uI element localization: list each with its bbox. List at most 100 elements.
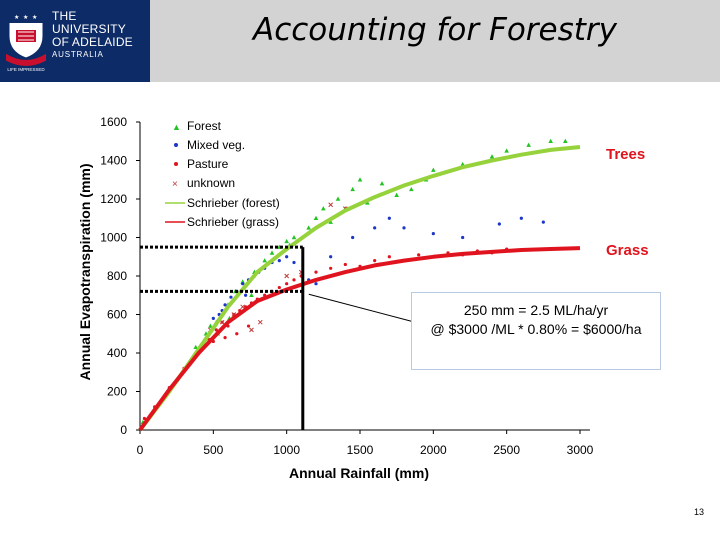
point-pasture — [214, 328, 218, 332]
point-forest — [394, 192, 399, 197]
point-forest — [193, 344, 199, 350]
point-forest — [379, 181, 385, 186]
point-pasture — [373, 259, 377, 263]
point-mixed-veg — [241, 282, 245, 286]
point-mixed-veg — [277, 259, 281, 263]
y-tick-label: 0 — [120, 423, 127, 437]
point-forest — [409, 186, 414, 192]
point-unknown — [249, 327, 254, 333]
x-tick-label: 3000 — [567, 443, 594, 457]
point-mixed-veg — [292, 260, 296, 265]
point-mixed-veg — [314, 282, 318, 286]
point-forest — [208, 323, 213, 328]
x-tick-label: 0 — [137, 443, 144, 457]
legend-grass-curve: Schrieber (grass) — [187, 215, 279, 229]
point-unknown — [219, 319, 225, 325]
point-mixed-veg — [329, 255, 333, 259]
y-tick-label: 800 — [107, 269, 127, 283]
point-forest — [240, 279, 245, 284]
x-tick-label: 1000 — [273, 443, 300, 457]
legend-marker-unknown: × — [172, 179, 178, 190]
curve-schrieber-forest — [138, 145, 581, 432]
svg-text:★: ★ — [23, 14, 28, 21]
point-forest — [504, 148, 509, 153]
trees-label: Trees — [606, 146, 646, 163]
y-tick-label: 1600 — [100, 115, 127, 129]
point-pasture — [246, 324, 251, 328]
legend: ▲ Forest Mixed veg. Pasture × unknown Sc… — [165, 119, 280, 229]
point-pasture — [235, 332, 239, 336]
point-mixed-veg — [373, 226, 377, 230]
point-forest — [321, 206, 326, 211]
point-mixed-veg — [431, 232, 435, 236]
point-mixed-veg — [402, 226, 406, 230]
point-forest — [526, 142, 531, 147]
point-unknown — [328, 202, 334, 208]
point-forest — [350, 186, 355, 192]
university-name: THE UNIVERSITY OF ADELAIDE AUSTRALIA — [52, 10, 150, 61]
point-forest — [489, 154, 495, 159]
point-mixed-veg — [541, 220, 545, 224]
point-forest — [357, 177, 363, 182]
point-mixed-veg — [229, 295, 233, 299]
callout-line1: 250 mm = 2.5 ML/ha/yr — [463, 302, 609, 318]
point-pasture — [285, 282, 289, 286]
seal-motto: LIFE IMPRESSED — [7, 67, 45, 72]
point-forest — [262, 258, 267, 263]
callout-pointer — [308, 293, 419, 324]
point-forest — [431, 167, 436, 172]
legend-mixed: Mixed veg. — [187, 138, 245, 152]
university-line3: AUSTRALIA — [52, 50, 104, 59]
legend-pasture: Pasture — [187, 157, 229, 171]
et-rainfall-chart: 0 200 400 600 800 1000 1200 1400 1600 0 500 1000 150… — [77, 115, 594, 481]
point-unknown — [284, 273, 290, 279]
point-pasture — [277, 285, 281, 290]
point-pasture — [329, 266, 333, 270]
point-pasture — [223, 336, 227, 340]
curve-schrieber-grass — [138, 246, 581, 432]
x-tick-label: 1500 — [347, 443, 374, 457]
point-forest — [249, 292, 254, 298]
legend-forest-curve: Schrieber (forest) — [187, 196, 280, 210]
point-pasture — [314, 270, 318, 274]
y-tick-label: 600 — [107, 308, 127, 322]
legend-unknown: unknown — [187, 176, 235, 190]
point-forest — [269, 250, 275, 255]
svg-text:★: ★ — [32, 14, 37, 21]
grass-label: Grass — [606, 242, 649, 259]
point-forest — [291, 235, 297, 240]
page-number: 13 — [694, 507, 705, 517]
x-tick-label: 2500 — [493, 443, 520, 457]
y-axis-label: Annual Evapotranspiration (mm) — [77, 163, 93, 380]
point-mixed-veg — [244, 293, 248, 297]
y-tick-label: 400 — [107, 346, 127, 360]
seal-text: LIFE IMPRESSED — [7, 67, 45, 72]
y-tick-label: 1400 — [100, 154, 127, 168]
point-pasture — [343, 262, 347, 267]
point-mixed-veg — [497, 222, 501, 226]
point-mixed-veg — [223, 303, 227, 307]
university-line1: THE UNIVERSITY — [52, 9, 127, 36]
point-forest — [335, 196, 341, 201]
point-forest — [313, 215, 319, 221]
point-forest — [563, 138, 568, 144]
point-mixed-veg — [211, 316, 215, 320]
point-forest — [306, 225, 311, 230]
point-pasture — [292, 278, 296, 282]
legend-marker-forest: ▲ — [172, 122, 181, 132]
y-tick-label: 1200 — [100, 192, 127, 206]
value-callout: 250 mm = 2.5 ML/ha/yr @ $3000 /ML * 0.80… — [411, 292, 661, 370]
x-tick-label: 2000 — [420, 443, 447, 457]
legend-marker-pasture — [174, 162, 178, 166]
legend-forest: Forest — [187, 119, 222, 133]
point-mixed-veg — [387, 216, 391, 220]
x-tick-label: 500 — [203, 443, 223, 457]
point-pasture — [387, 255, 391, 259]
point-forest — [284, 238, 289, 244]
svg-text:★: ★ — [14, 14, 19, 21]
university-line2: OF ADELAIDE — [52, 35, 133, 49]
point-forest — [328, 219, 333, 224]
x-axis-label: Annual Rainfall (mm) — [289, 465, 429, 481]
point-unknown — [257, 319, 263, 325]
y-tick-label: 1000 — [100, 231, 127, 245]
